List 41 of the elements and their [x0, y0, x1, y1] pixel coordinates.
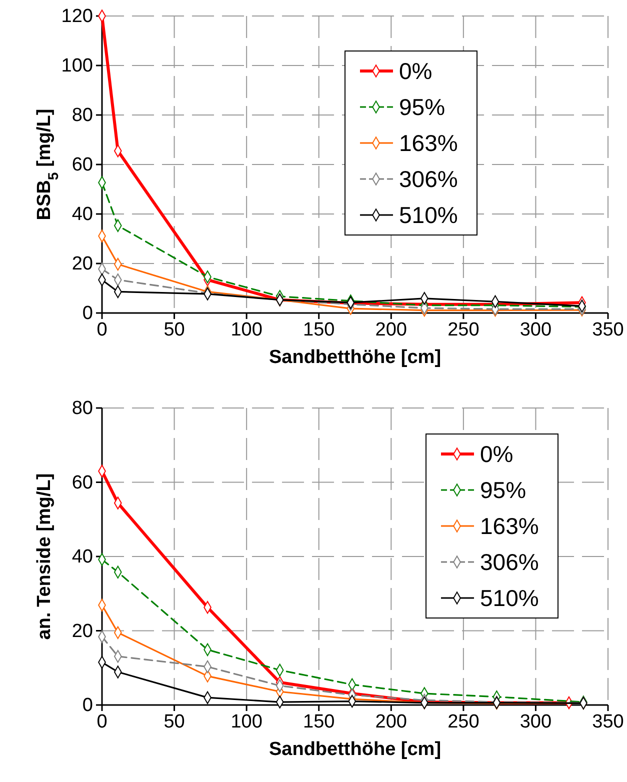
legend-label: 95% — [399, 94, 446, 120]
x-tick-label: 150 — [303, 319, 335, 340]
x-tick-label: 350 — [592, 711, 624, 732]
legend-label: 0% — [480, 441, 514, 467]
x-tick-label: 0 — [96, 711, 108, 732]
y-tick-label: 80 — [72, 105, 93, 126]
y-axis-title: an. Tenside [mg/L] — [34, 473, 55, 640]
legend-label: 510% — [480, 585, 539, 611]
y-tick-label: 20 — [72, 254, 93, 275]
legend-label: 306% — [480, 549, 539, 575]
x-axis-title: Sandbetthöhe [cm] — [268, 739, 442, 760]
y-tick-label: 40 — [72, 204, 93, 226]
legend-label: 95% — [480, 477, 526, 503]
x-tick-label: 300 — [520, 319, 552, 340]
x-tick-label: 100 — [230, 711, 262, 732]
legend-label: 0% — [399, 58, 432, 84]
y-tick-label: 120 — [61, 6, 93, 28]
legend-label: 510% — [399, 202, 458, 228]
legend-label: 306% — [399, 166, 458, 192]
x-tick-label: 250 — [448, 711, 480, 732]
y-tick-label: 0 — [82, 303, 93, 324]
x-tick-label: 200 — [375, 319, 407, 340]
x-tick-label: 150 — [303, 711, 335, 732]
y-tick-label: 60 — [72, 154, 93, 176]
y-tick-label: 20 — [72, 620, 93, 642]
y-tick-label: 80 — [72, 398, 93, 420]
x-tick-label: 0 — [96, 319, 108, 340]
x-tick-label: 300 — [520, 711, 552, 732]
legend-label: 163% — [480, 513, 539, 539]
legend-label: 163% — [399, 130, 458, 156]
x-axis-title: Sandbetthöhe [cm] — [268, 347, 442, 368]
x-tick-label: 50 — [164, 711, 185, 732]
x-tick-label: 250 — [448, 319, 480, 340]
x-tick-label: 50 — [164, 319, 185, 340]
x-tick-label: 100 — [230, 319, 262, 340]
y-tick-label: 100 — [61, 56, 93, 77]
x-tick-label: 350 — [592, 319, 624, 340]
y-tick-label: 0 — [82, 695, 93, 716]
x-tick-label: 200 — [375, 711, 407, 732]
y-tick-label: 40 — [72, 546, 93, 568]
y-tick-label: 60 — [72, 472, 93, 494]
